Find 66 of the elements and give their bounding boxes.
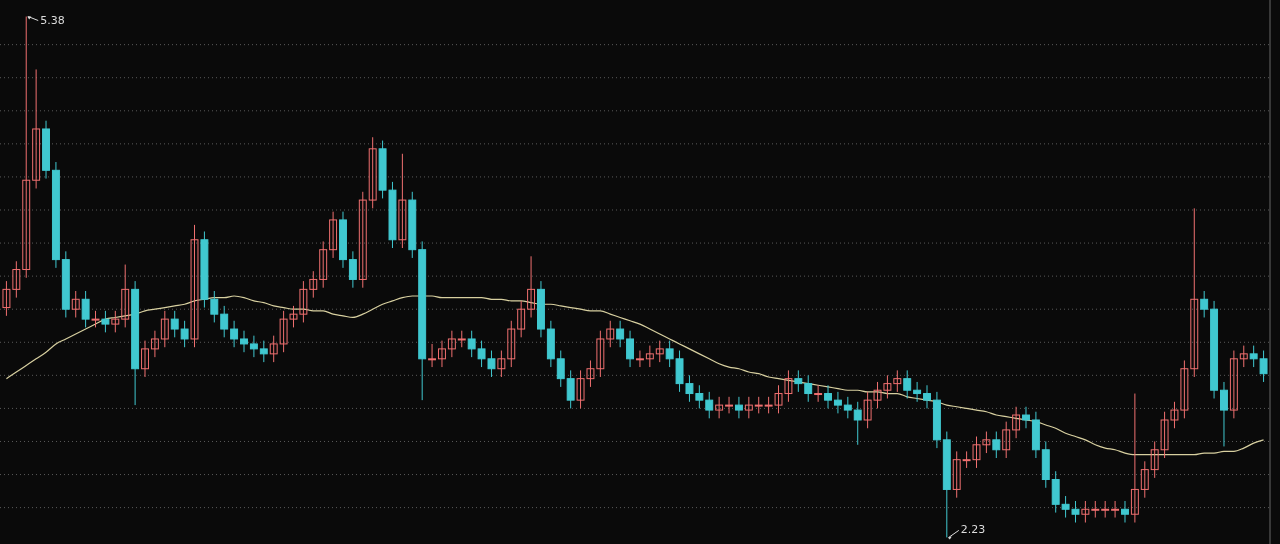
candlestick bbox=[81, 290, 90, 328]
candlestick bbox=[428, 343, 437, 368]
candlestick bbox=[992, 431, 1001, 459]
candlestick bbox=[368, 136, 377, 209]
candlestick bbox=[1140, 460, 1149, 499]
candlestick bbox=[348, 250, 357, 289]
candlestick bbox=[794, 369, 803, 393]
candlestick bbox=[121, 264, 130, 328]
candlestick bbox=[566, 369, 575, 409]
candlestick bbox=[715, 396, 724, 419]
candlestick bbox=[319, 240, 328, 289]
candlestick bbox=[190, 224, 199, 348]
candlestick bbox=[527, 255, 536, 318]
candlestick bbox=[626, 330, 635, 368]
candlestick bbox=[1012, 406, 1021, 439]
candlestick bbox=[1121, 500, 1129, 523]
candlestick bbox=[903, 369, 912, 399]
candlestick bbox=[913, 381, 922, 403]
candlestick bbox=[398, 153, 407, 249]
candlestick bbox=[240, 330, 248, 353]
candlestick bbox=[1002, 421, 1011, 459]
candlestick bbox=[358, 191, 367, 289]
candlestick bbox=[616, 320, 625, 348]
candlestick bbox=[705, 391, 714, 419]
candlestick bbox=[220, 305, 229, 338]
candlestick bbox=[1220, 381, 1228, 447]
candlestick bbox=[230, 320, 239, 348]
candlestick bbox=[71, 290, 80, 318]
candlestick bbox=[804, 374, 813, 403]
candlestick bbox=[556, 350, 565, 388]
candlestick bbox=[160, 310, 169, 348]
candlestick bbox=[824, 384, 832, 409]
candlestick bbox=[1022, 406, 1030, 429]
annotation: 5.38 bbox=[40, 13, 65, 27]
candlestick bbox=[517, 300, 526, 338]
candlestick bbox=[259, 340, 268, 363]
annotation: 2.23 bbox=[960, 523, 986, 537]
candlestick bbox=[32, 68, 41, 189]
candlestick bbox=[606, 320, 615, 348]
candlestick bbox=[111, 310, 120, 333]
candlestick bbox=[447, 330, 456, 358]
candlestick bbox=[1130, 393, 1139, 523]
candlestick bbox=[1111, 500, 1120, 519]
candlestick bbox=[655, 340, 664, 363]
candlestick bbox=[645, 345, 654, 368]
candlestick bbox=[249, 335, 258, 358]
candlestick bbox=[1239, 345, 1248, 368]
candlestick bbox=[101, 310, 110, 333]
candlestick bbox=[725, 396, 733, 414]
candlestick bbox=[150, 330, 159, 358]
candlestick bbox=[507, 320, 516, 368]
candlestick bbox=[329, 211, 338, 259]
candlestick bbox=[744, 396, 753, 419]
candlestick bbox=[734, 396, 743, 419]
candlestick bbox=[853, 401, 862, 446]
candlestick bbox=[814, 384, 823, 403]
candlestick bbox=[923, 384, 931, 409]
candlestick bbox=[1229, 350, 1238, 419]
candlestick bbox=[141, 340, 149, 378]
candlestick bbox=[1200, 290, 1209, 318]
candlestick bbox=[843, 396, 852, 419]
candlestick bbox=[497, 350, 506, 378]
candlestick bbox=[635, 350, 644, 368]
candlestick bbox=[1190, 207, 1199, 378]
candlestick bbox=[833, 391, 842, 414]
candlestick bbox=[438, 340, 446, 368]
